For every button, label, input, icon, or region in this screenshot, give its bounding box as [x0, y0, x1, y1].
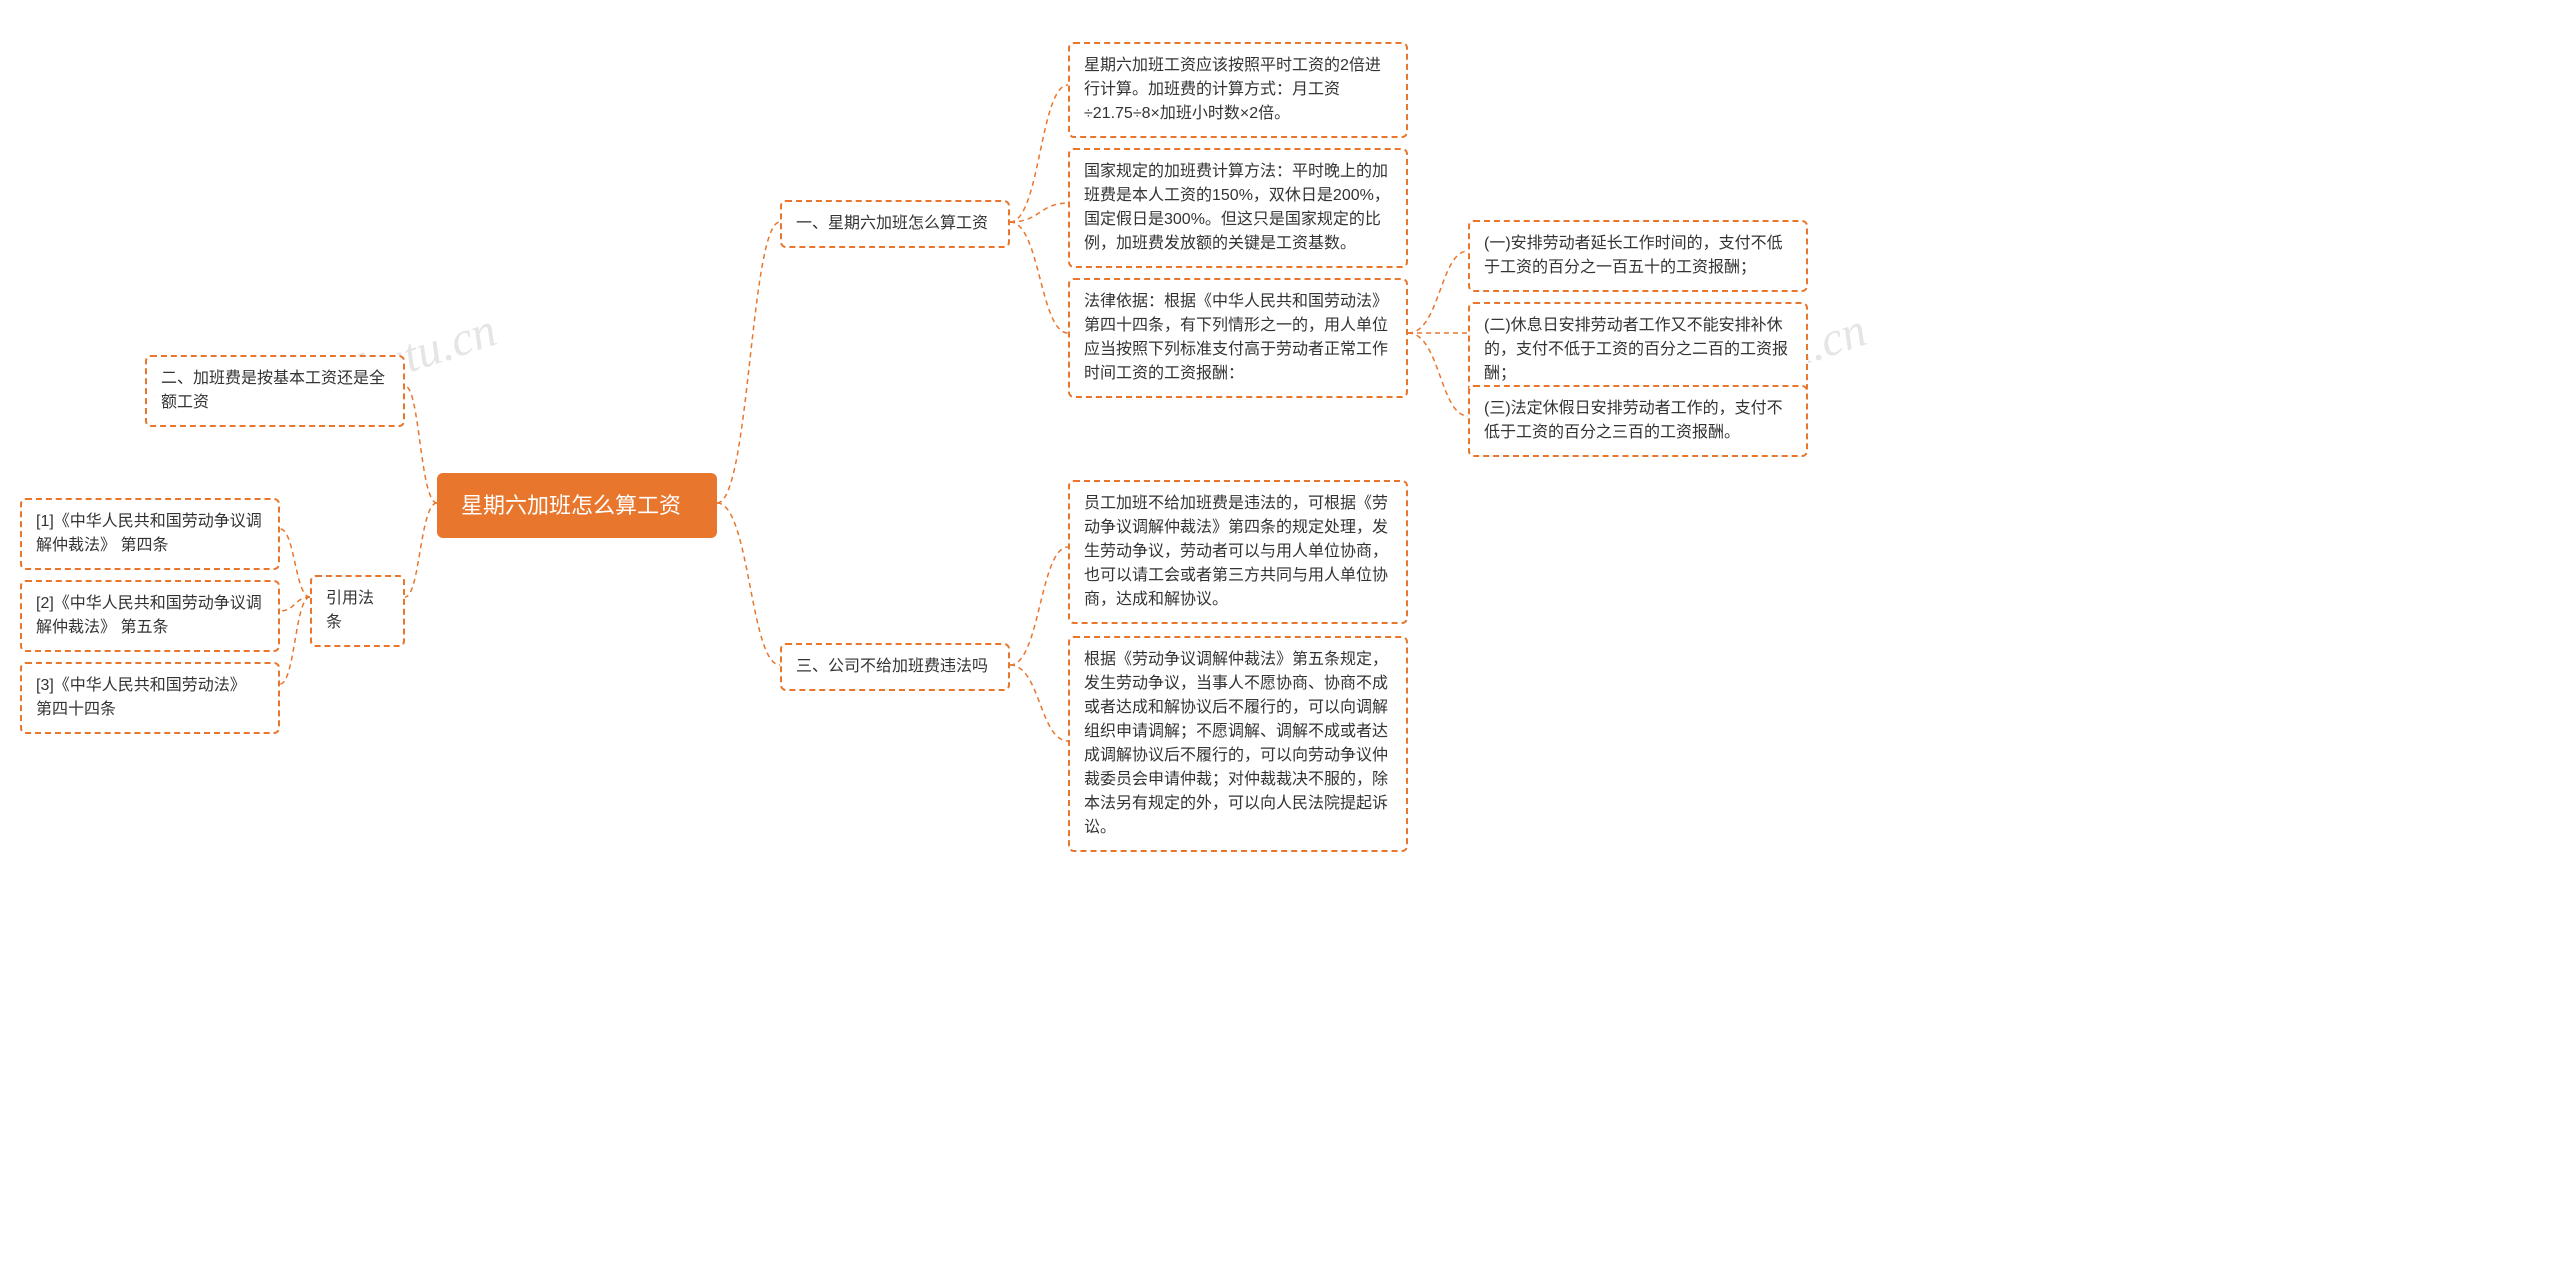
- citation-3[interactable]: [3]《中华人民共和国劳动法》 第四十四条: [20, 662, 280, 734]
- section-1-3-sub-2[interactable]: (二)休息日安排劳动者工作又不能安排补休的，支付不低于工资的百分之二百的工资报酬…: [1468, 302, 1808, 398]
- section-1[interactable]: 一、星期六加班怎么算工资: [780, 200, 1010, 248]
- section-1-item-3[interactable]: 法律依据：根据《中华人民共和国劳动法》第四十四条，有下列情形之一的，用人单位应当…: [1068, 278, 1408, 398]
- citation-1[interactable]: [1]《中华人民共和国劳动争议调解仲裁法》 第四条: [20, 498, 280, 570]
- section-2[interactable]: 二、加班费是按基本工资还是全额工资: [145, 355, 405, 427]
- section-3[interactable]: 三、公司不给加班费违法吗: [780, 643, 1010, 691]
- root-node[interactable]: 星期六加班怎么算工资: [437, 473, 717, 538]
- section-1-item-2[interactable]: 国家规定的加班费计算方法：平时晚上的加班费是本人工资的150%，双休日是200%…: [1068, 148, 1408, 268]
- section-1-3-sub-1[interactable]: (一)安排劳动者延长工作时间的，支付不低于工资的百分之一百五十的工资报酬；: [1468, 220, 1808, 292]
- citations[interactable]: 引用法条: [310, 575, 405, 647]
- section-1-3-sub-3[interactable]: (三)法定休假日安排劳动者工作的，支付不低于工资的百分之三百的工资报酬。: [1468, 385, 1808, 457]
- citation-2[interactable]: [2]《中华人民共和国劳动争议调解仲裁法》 第五条: [20, 580, 280, 652]
- section-3-item-1[interactable]: 员工加班不给加班费是违法的，可根据《劳动争议调解仲裁法》第四条的规定处理，发生劳…: [1068, 480, 1408, 624]
- section-1-item-1[interactable]: 星期六加班工资应该按照平时工资的2倍进行计算。加班费的计算方式：月工资÷21.7…: [1068, 42, 1408, 138]
- section-3-item-2[interactable]: 根据《劳动争议调解仲裁法》第五条规定，发生劳动争议，当事人不愿协商、协商不成或者…: [1068, 636, 1408, 852]
